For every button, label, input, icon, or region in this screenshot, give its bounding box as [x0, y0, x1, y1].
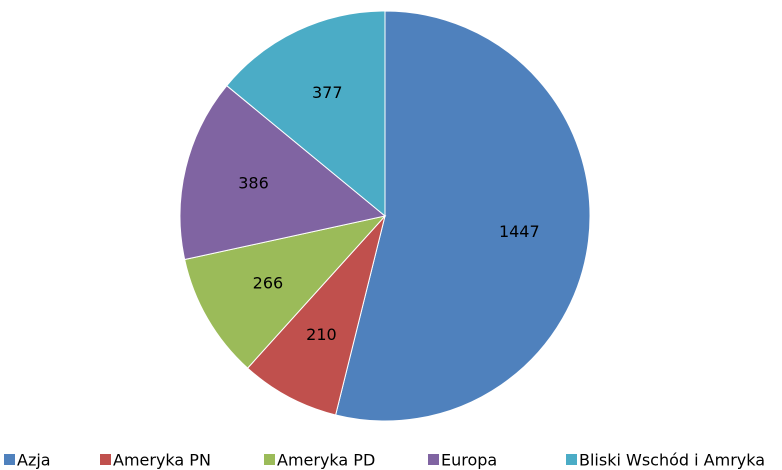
legend-swatch: [4, 454, 15, 465]
pie-slice: [226, 10, 386, 218]
data-label: 1447: [499, 222, 540, 241]
pie-slice: [184, 215, 387, 369]
legend-swatch: [100, 454, 111, 465]
data-label: 386: [238, 174, 269, 193]
legend-label: Bliski Wschód i Amryka: [579, 451, 765, 470]
legend-label: Ameryka PN: [113, 451, 211, 470]
data-label: 210: [306, 325, 337, 344]
pie-slice: [246, 215, 386, 416]
legend-label: Azja: [17, 451, 51, 470]
pie-slice: [179, 84, 387, 261]
legend-label: Europa: [441, 451, 497, 470]
data-label: 266: [253, 273, 284, 292]
legend-swatch: [264, 454, 275, 465]
pie-slice: [335, 10, 591, 422]
legend-swatch: [428, 454, 439, 465]
legend-swatch: [566, 454, 577, 465]
data-label: 377: [312, 83, 343, 102]
legend-label: Ameryka PD: [277, 451, 375, 470]
